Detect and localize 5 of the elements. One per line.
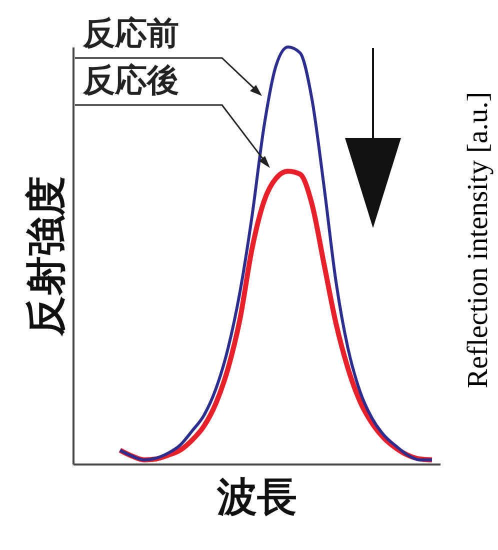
text: 反応前 bbox=[82, 14, 179, 52]
x-axis-title: 波長 bbox=[216, 474, 297, 520]
y2-axis-title: Reflection intensity [a.u.] bbox=[461, 90, 495, 390]
text: 反応後 bbox=[82, 61, 179, 99]
y-axis-title: 反射強度 bbox=[24, 176, 70, 337]
